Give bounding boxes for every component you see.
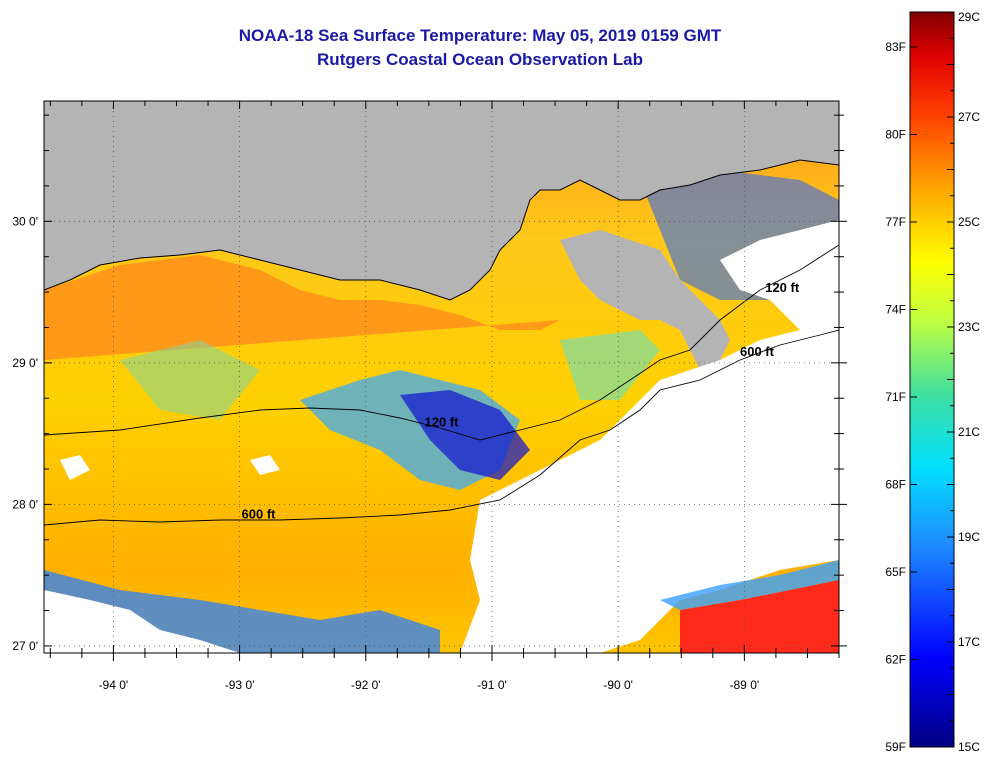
map-title: NOAA-18 Sea Surface Temperature: May 05,… (238, 26, 722, 45)
depth-contour-120ft (44, 244, 839, 441)
contour-label: 600 ft (242, 507, 277, 522)
colorbar-celsius-label: 15C (958, 740, 980, 754)
colorbar-celsius-label: 19C (958, 530, 980, 544)
colorbar-fahrenheit-labels: 83F 80F 77F 74F 71F 68F 65F 62F 59F (885, 40, 906, 754)
colorbar-ticks (910, 11, 954, 748)
lon-tick-label: -91 0' (477, 678, 507, 692)
cloud-cover (250, 455, 280, 475)
graticule (44, 101, 839, 653)
colorbar-celsius-label: 23C (958, 320, 980, 334)
cloud-cover (60, 455, 90, 480)
lat-tick-label: 28 0' (12, 497, 38, 511)
cool-water-patch (120, 340, 260, 420)
lon-tick-label: -89 0' (730, 678, 760, 692)
lat-tick-label: 30 0' (12, 214, 38, 228)
colorbar-celsius-labels: 29C 27C 25C 23C 21C 19C 17C 15C (958, 10, 980, 754)
colorbar (909, 11, 955, 748)
warm-water-patch (680, 580, 839, 653)
colorbar-celsius-label: 17C (958, 635, 980, 649)
lon-tick-label: -94 0' (99, 678, 129, 692)
colorbar-celsius-label: 27C (958, 110, 980, 124)
cloud-cover (44, 590, 240, 653)
colorbar-celsius-label: 25C (958, 215, 980, 229)
nearshore-warm-band (44, 255, 560, 360)
colorbar-fahrenheit-label: 62F (885, 653, 906, 667)
coastline (44, 159, 839, 301)
depth-contour-600ft (44, 329, 839, 526)
colorbar-fahrenheit-label: 71F (885, 390, 906, 404)
lon-tick-label: -93 0' (225, 678, 255, 692)
cool-water-patch (560, 330, 660, 400)
land-louisiana-texas (44, 101, 839, 300)
colorbar-fahrenheit-label: 59F (885, 740, 906, 754)
latitude-labels: 27 0' 28 0' 29 0' 30 0' (12, 214, 38, 653)
contour-label: 600 ft (740, 344, 775, 359)
cloud-cover (460, 330, 839, 653)
longitude-labels: -94 0' -93 0' -92 0' -91 0' -90 0' -89 0' (99, 678, 760, 692)
colorbar-fahrenheit-label: 74F (885, 303, 906, 317)
land-mississippi-delta (560, 230, 730, 370)
cloud-patch (720, 220, 839, 330)
colorbar-fahrenheit-label: 65F (885, 565, 906, 579)
lat-tick-label: 27 0' (12, 639, 38, 653)
colorbar-fahrenheit-label: 68F (885, 478, 906, 492)
colorbar-fahrenheit-label: 83F (885, 40, 906, 54)
contour-label: 120 ft (765, 280, 800, 295)
map-panel: 120 ft 600 ft 120 ft 600 ft (44, 101, 839, 653)
colorbar-celsius-label: 29C (958, 10, 980, 24)
colorbar-fahrenheit-label: 77F (885, 215, 906, 229)
frame-ticks (44, 101, 847, 661)
lon-tick-label: -92 0' (351, 678, 381, 692)
map-frame (43, 100, 840, 654)
contour-label: 120 ft (425, 415, 460, 430)
cold-water-patch (400, 390, 530, 480)
lon-tick-label: -90 0' (603, 678, 633, 692)
contour-labels: 120 ft 600 ft 120 ft 600 ft (242, 280, 800, 521)
colorbar-fahrenheit-label: 80F (885, 128, 906, 142)
cool-water-patch (660, 560, 839, 610)
map-subtitle: Rutgers Coastal Ocean Observation Lab (317, 50, 643, 69)
lat-tick-label: 29 0' (12, 356, 38, 370)
colorbar-celsius-label: 21C (958, 425, 980, 439)
